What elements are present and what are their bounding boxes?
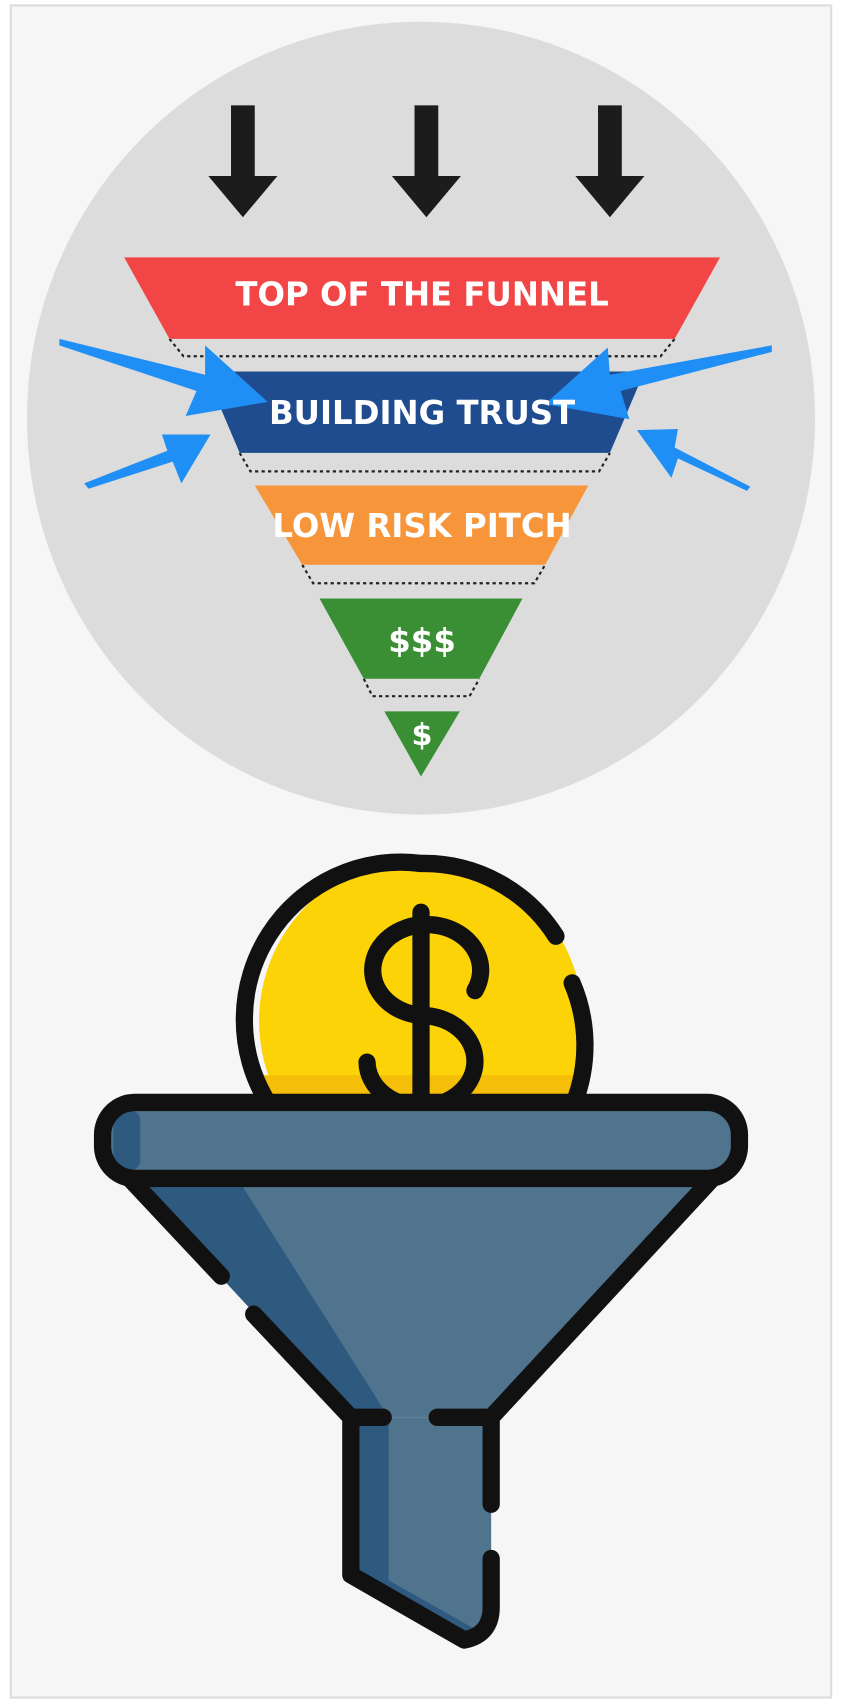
coin-funnel-icon <box>93 853 749 1649</box>
blue-arrows <box>59 338 772 491</box>
stage-band <box>205 371 645 453</box>
stage-label: LOW RISK PITCH <box>272 507 571 545</box>
stage-band <box>124 257 721 339</box>
stage-label: $$$ <box>388 622 456 660</box>
dotted-lines <box>168 338 676 698</box>
stage-band <box>384 711 460 777</box>
stage-band <box>254 485 589 565</box>
stage-label: $ <box>412 718 433 753</box>
stage-band <box>319 598 523 679</box>
down-arrows <box>208 105 645 218</box>
stage-label: BUILDING TRUST <box>269 394 575 432</box>
stage-label: TOP OF THE FUNNEL <box>235 275 608 313</box>
